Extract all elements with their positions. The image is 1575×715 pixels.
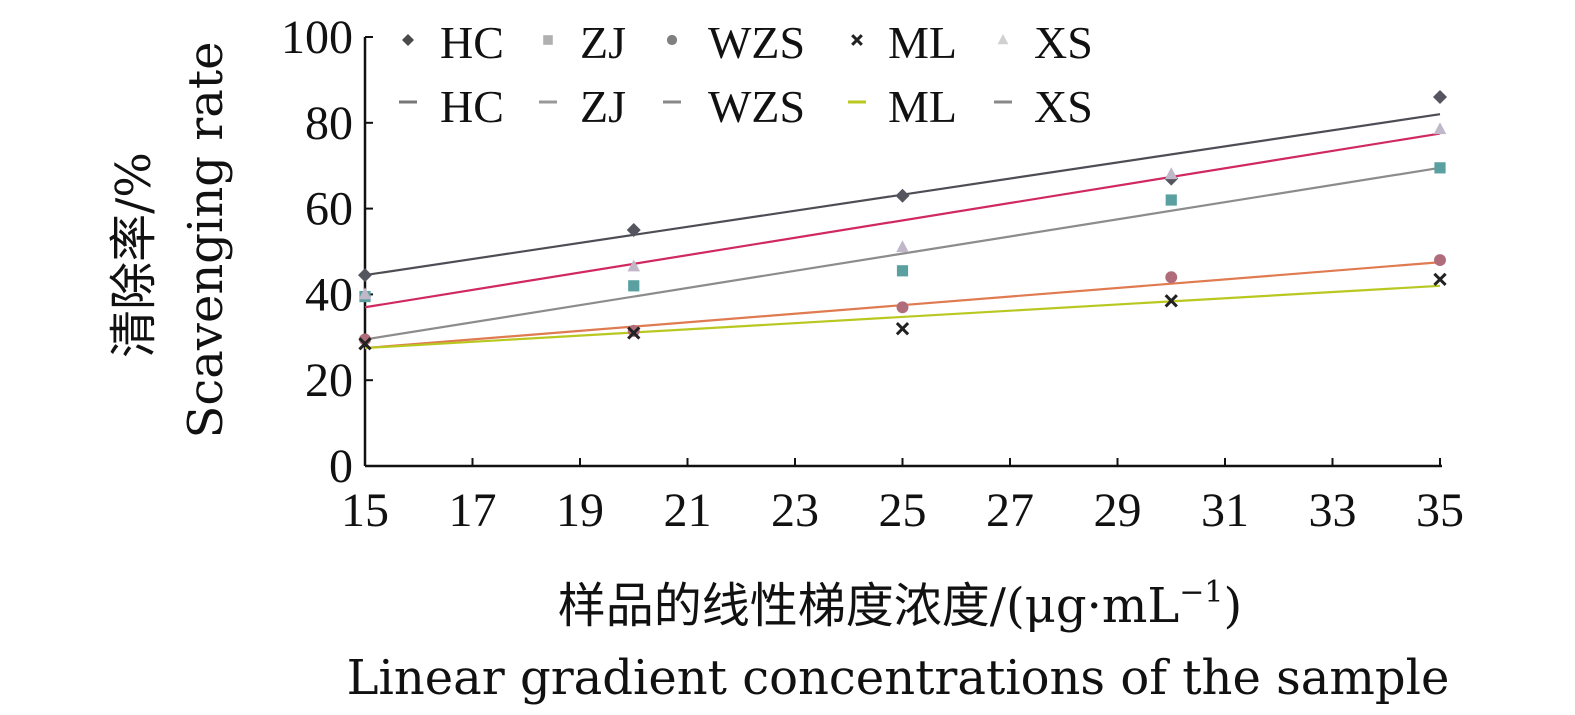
x-tick-label: 31 [1201, 484, 1249, 537]
legend-marker-ml [851, 34, 863, 46]
y-tick-label: 20 [305, 354, 353, 407]
x-tick-label: 25 [879, 484, 927, 537]
x-tick-label: 21 [664, 484, 712, 537]
data-point-zj [1434, 162, 1446, 174]
legend-label-line-ml: ML [888, 81, 957, 132]
data-point-wzs [627, 324, 640, 337]
x-tick-label: 29 [1094, 484, 1142, 537]
x-tick-label: 17 [449, 484, 497, 537]
legend-marker-wzs [666, 34, 678, 46]
y-tick-label: 60 [305, 183, 353, 236]
data-point-ml [358, 337, 372, 351]
x-axis-title-cn-superscript: −1 [1179, 575, 1223, 610]
legend-marker-hc [402, 34, 414, 46]
x-axis-title-en: Linear gradient concentrations of the sa… [347, 650, 1450, 706]
data-point-hc [626, 223, 641, 238]
legend-label-line-hc: HC [440, 81, 504, 132]
trend-line-ml [364, 284, 1441, 350]
legend-label-line-xs: XS [1034, 81, 1093, 132]
legend-marker-zj [543, 35, 553, 45]
data-point-wzs [896, 301, 909, 314]
x-axis-title-cn: 样品的线性梯度浓度/(μg·mL−1) [558, 575, 1242, 634]
data-point-xs [896, 240, 909, 253]
data-point-ml-stroke-b [627, 326, 641, 340]
y-tick-label: 100 [281, 11, 353, 64]
data-point-ml-stroke-b [358, 337, 372, 351]
trend-line-xs [364, 132, 1441, 309]
x-tick-label: 15 [341, 484, 389, 537]
legend-label-line-wzs: WZS [708, 81, 805, 132]
data-point-ml [895, 322, 910, 336]
x-tick-label: 35 [1416, 484, 1464, 537]
legend-label-marker-hc: HC [440, 17, 504, 68]
x-axis-title-cn-main: 样品的线性梯度浓度/(μg·mL [558, 578, 1179, 634]
y-axis-title-en: Scavenging rate [178, 41, 234, 438]
y-axis-ticks: 0 20 40 60 80 100 [281, 11, 373, 493]
data-point-zj [1165, 194, 1177, 206]
data-point-ml [627, 326, 641, 340]
x-axis-ticks: 15 17 19 21 23 25 27 29 31 33 35 [341, 458, 1464, 537]
x-tick-label: 27 [986, 484, 1034, 537]
y-tick-label: 80 [305, 97, 353, 150]
x-tick-label: 19 [556, 484, 604, 537]
data-point-ml-stroke-b [1164, 294, 1178, 308]
x-tick-label: 33 [1309, 484, 1357, 537]
trend-line-zj [364, 166, 1441, 341]
x-axis-title-cn-end: ) [1223, 578, 1242, 634]
data-point-xs [358, 287, 372, 300]
legend-label-marker-zj: ZJ [580, 17, 626, 68]
data-point-zj [628, 280, 640, 292]
data-point-xs [1433, 122, 1447, 135]
data-point-hc [895, 188, 910, 203]
data-point-ml [1433, 272, 1447, 287]
legend-label-line-zj: ZJ [580, 81, 626, 132]
data-point-xs [1164, 167, 1178, 180]
y-axis-title-cn: 清除率/% [106, 152, 162, 358]
data-markers [358, 90, 1447, 351]
data-point-hc [1433, 90, 1447, 105]
legend: HC HC ZJ ZJ WZS WZS ML ML XS XS [399, 17, 1093, 132]
x-tick-label: 23 [771, 484, 819, 537]
legend-label-marker-ml: ML [888, 17, 957, 68]
data-point-wzs [1434, 254, 1446, 267]
data-point-ml [1164, 294, 1178, 308]
data-point-hc [358, 268, 372, 283]
legend-marker-xs [997, 34, 1009, 45]
data-point-ml-stroke-b [1433, 272, 1447, 287]
data-point-zj [896, 265, 909, 277]
legend-marker-ml-stroke-b [851, 34, 863, 46]
legend-label-marker-wzs: WZS [708, 17, 805, 68]
y-tick-label: 0 [329, 440, 353, 493]
y-tick-label: 40 [305, 268, 353, 321]
legend-label-marker-xs: XS [1034, 17, 1093, 68]
data-point-xs [627, 259, 641, 272]
data-point-wzs [1165, 271, 1178, 284]
data-point-ml-stroke-b [895, 322, 910, 336]
